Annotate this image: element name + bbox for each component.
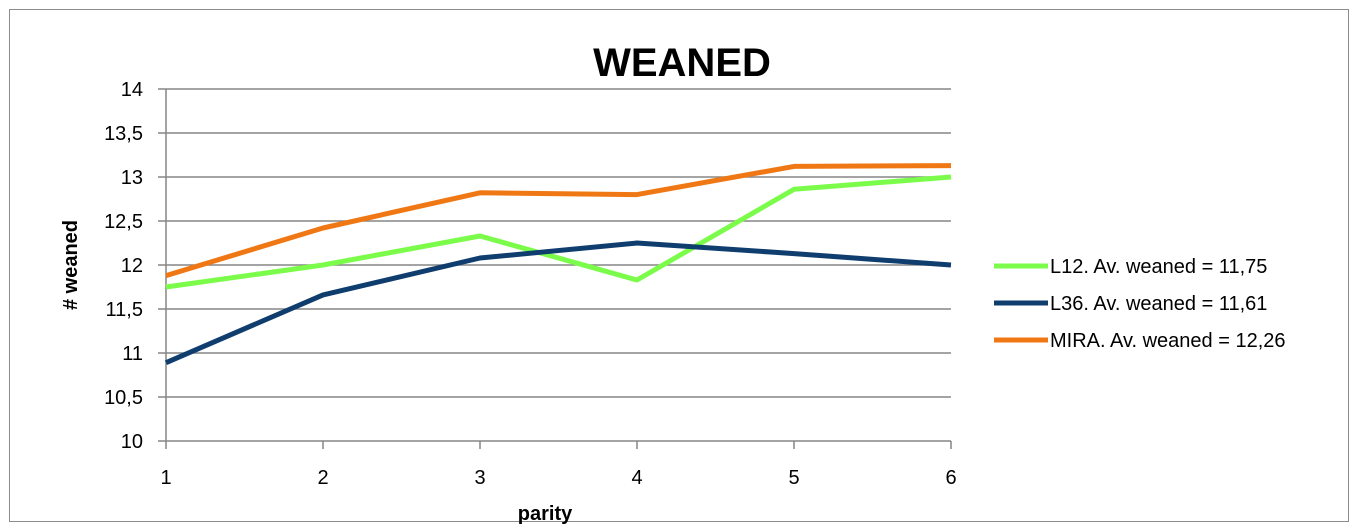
y-tick-label: 10 bbox=[121, 431, 143, 453]
y-tick-label: 14 bbox=[121, 79, 143, 101]
y-tick-label: 11,5 bbox=[106, 299, 143, 321]
legend-label: L36. Av. weaned = 11,61 bbox=[1050, 293, 1267, 315]
x-axis-title: parity bbox=[518, 503, 573, 525]
x-tick-label: 2 bbox=[317, 467, 328, 489]
y-tick-label: 13,5 bbox=[104, 123, 143, 145]
x-tick-label: 4 bbox=[631, 467, 642, 489]
y-tick-label: 12,5 bbox=[104, 211, 143, 233]
y-tick-label: 10,5 bbox=[104, 387, 143, 409]
legend: L12. Av. weaned = 11,75 L36. Av. weaned =… bbox=[994, 256, 1286, 352]
x-tick-labels: 1 2 3 4 5 6 bbox=[160, 467, 956, 489]
x-tick-label: 3 bbox=[474, 467, 485, 489]
series-line-2 bbox=[165, 240, 952, 365]
y-tick-labels: 10 10,5 11 11,5 12 12,5 13 13,5 14 bbox=[104, 79, 143, 453]
y-axis-title: # weaned bbox=[60, 220, 82, 310]
gridlines bbox=[158, 88, 952, 449]
chart-title: WEANED bbox=[593, 41, 771, 85]
series-line-1 bbox=[165, 174, 952, 290]
y-tick-label: 13 bbox=[121, 167, 143, 189]
y-tick-label: 12 bbox=[121, 255, 143, 277]
x-tick-label: 1 bbox=[160, 467, 171, 489]
x-tick-label: 6 bbox=[945, 467, 956, 489]
y-tick-label: 11 bbox=[122, 343, 143, 365]
legend-label: MIRA. Av. weaned = 12,26 bbox=[1050, 330, 1286, 352]
x-tick-label: 5 bbox=[788, 467, 799, 489]
legend-label: L12. Av. weaned = 11,75 bbox=[1050, 256, 1267, 278]
series-lines bbox=[165, 163, 952, 365]
series-line-3 bbox=[165, 163, 952, 278]
